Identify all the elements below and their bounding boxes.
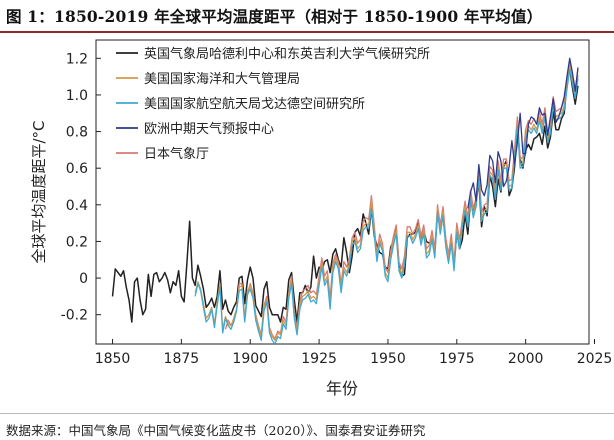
legend: 英国气象局哈德利中心和东英吉利大学气候研究所美国国家海洋和大气管理局美国国家航空… bbox=[116, 46, 430, 162]
figure-header: 图 1：1850-2019 年全球平均温度距平（相对于 1850-1900 年平… bbox=[0, 0, 614, 33]
x-tick-label: 1925 bbox=[301, 351, 337, 367]
x-axis: 1850 1875 1900 1925 1950 1975 2000 2025 bbox=[95, 339, 613, 367]
y-axis: -0.2 0 0.2 0.4 0.6 0.8 1.0 1.2 bbox=[61, 51, 101, 324]
y-axis-label: 全球平均温度距平/°C bbox=[30, 120, 48, 263]
series-line-4 bbox=[467, 57, 579, 209]
x-tick-label: 1950 bbox=[370, 351, 406, 367]
plot-frame bbox=[95, 39, 590, 345]
y-tick-label: 0.8 bbox=[66, 125, 88, 141]
legend-label: 日本气象厅 bbox=[144, 146, 209, 162]
x-tick-label: 1875 bbox=[164, 351, 200, 367]
figure-title: 图 1：1850-2019 年全球平均温度距平（相对于 1850-1900 年平… bbox=[6, 7, 543, 26]
title-underline bbox=[0, 31, 614, 33]
y-tick-label: 1.2 bbox=[66, 51, 88, 67]
legend-label: 美国国家海洋和大气管理局 bbox=[144, 71, 300, 87]
series-layer bbox=[111, 57, 579, 344]
legend-label: 美国国家航空航天局戈达德空间研究所 bbox=[144, 96, 365, 112]
y-tick-label: 0 bbox=[79, 271, 88, 287]
y-tick-label: 0.4 bbox=[66, 198, 88, 214]
y-tick-label: 0.2 bbox=[66, 234, 88, 250]
data-source-note: 数据来源：中国气象局《中国气候变化蓝皮书（2020）》、国泰君安证券研究 bbox=[6, 423, 426, 438]
temperature-anomaly-line-chart: 1850 1875 1900 1925 1950 1975 2000 2025 -0.2 0 0.… bbox=[30, 39, 613, 398]
x-tick-label: 1850 bbox=[95, 351, 131, 367]
y-tick-label: -0.2 bbox=[61, 308, 88, 324]
x-tick-label: 2000 bbox=[508, 351, 544, 367]
legend-label: 欧洲中期天气预报中心 bbox=[144, 121, 274, 137]
y-tick-label: 0.6 bbox=[66, 161, 88, 177]
x-tick-label: 1900 bbox=[232, 351, 268, 367]
footer-rule bbox=[0, 413, 614, 414]
x-tick-label: 2025 bbox=[577, 351, 613, 367]
x-tick-label: 1975 bbox=[439, 351, 475, 367]
legend-label: 英国气象局哈德利中心和东英吉利大学气候研究所 bbox=[144, 46, 430, 62]
x-axis-label: 年份 bbox=[326, 379, 358, 398]
y-tick-label: 1.0 bbox=[66, 88, 88, 104]
